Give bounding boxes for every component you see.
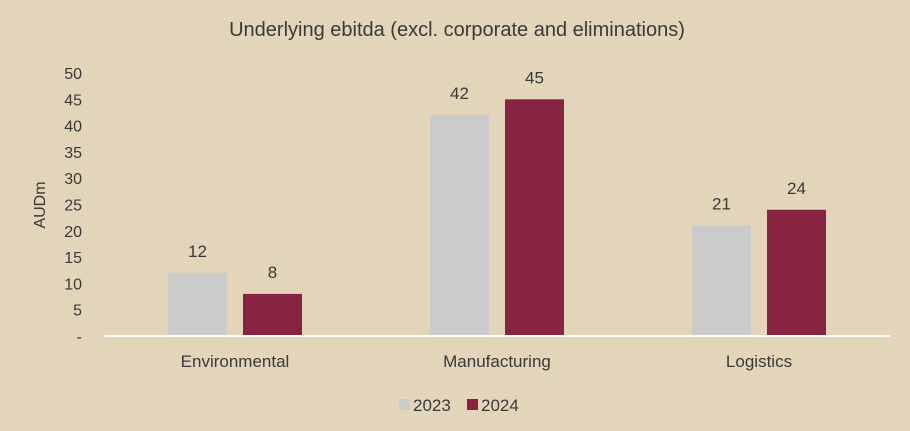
y-tick-label: 40 bbox=[64, 119, 82, 136]
y-tick-label: - bbox=[77, 329, 82, 346]
x-tick-label: Logistics bbox=[726, 352, 792, 371]
y-tick-label: 25 bbox=[64, 198, 82, 215]
y-tick-label: 20 bbox=[64, 224, 82, 241]
data-label: 45 bbox=[525, 68, 544, 87]
data-label: 24 bbox=[787, 179, 806, 198]
x-tick-label: Manufacturing bbox=[443, 352, 551, 371]
bar-2023-logistics bbox=[692, 225, 751, 336]
bar-2024-manufacturing bbox=[505, 99, 564, 336]
legend: 2023 2024 bbox=[399, 396, 519, 415]
y-tick-label: 45 bbox=[64, 92, 82, 109]
bar-2024-environmental bbox=[243, 293, 302, 336]
y-tick-label: 10 bbox=[64, 276, 82, 293]
bars-group: 12 8 42 45 21 24 bbox=[168, 68, 826, 336]
legend-label: 2023 bbox=[413, 396, 451, 415]
y-tick-label: 5 bbox=[73, 303, 82, 320]
y-axis-ticks: - 5 10 15 20 25 30 35 40 45 50 bbox=[64, 66, 82, 346]
y-tick-label: 30 bbox=[64, 171, 82, 188]
legend-label: 2024 bbox=[481, 396, 519, 415]
bar-2023-manufacturing bbox=[430, 115, 489, 336]
chart-title: Underlying ebitda (excl. corporate and e… bbox=[229, 19, 685, 41]
bar-2023-environmental bbox=[168, 272, 227, 336]
y-tick-label: 35 bbox=[64, 145, 82, 162]
y-tick-label: 15 bbox=[64, 250, 82, 267]
data-label: 12 bbox=[188, 242, 207, 261]
legend-swatch-2024 bbox=[467, 399, 478, 410]
data-label: 21 bbox=[712, 195, 731, 214]
y-tick-label: 50 bbox=[64, 66, 82, 83]
y-axis-label: AUDm bbox=[32, 181, 49, 228]
data-label: 8 bbox=[268, 263, 277, 282]
bar-2024-logistics bbox=[767, 209, 826, 336]
x-axis-ticks: Environmental Manufacturing Logistics bbox=[181, 352, 792, 371]
x-tick-label: Environmental bbox=[181, 352, 290, 371]
legend-swatch-2023 bbox=[399, 399, 410, 410]
data-label: 42 bbox=[450, 84, 469, 103]
